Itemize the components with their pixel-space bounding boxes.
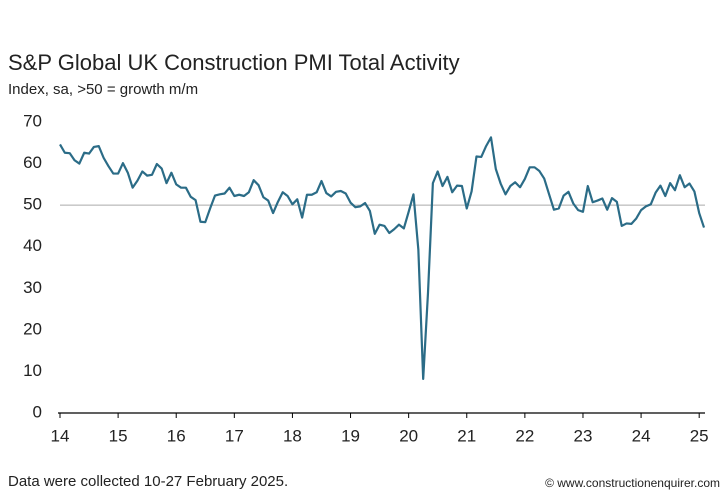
data-line xyxy=(59,136,706,381)
y-tick-label: 0 xyxy=(33,402,42,421)
x-tick-label: 23 xyxy=(574,426,593,445)
y-tick-label: 60 xyxy=(23,153,42,172)
y-tick-label: 10 xyxy=(23,361,42,380)
footnote: Data were collected 10-27 February 2025. xyxy=(8,473,288,490)
y-tick-label: 20 xyxy=(23,319,42,338)
y-tick-label: 70 xyxy=(23,111,42,130)
x-tick-label: 24 xyxy=(632,426,651,445)
y-tick-label: 30 xyxy=(23,278,42,297)
x-tick-label: 20 xyxy=(399,426,418,445)
x-tick-label: 14 xyxy=(51,426,70,445)
x-tick-label: 19 xyxy=(341,426,360,445)
x-tick-label: 22 xyxy=(515,426,534,445)
chart-subtitle: Index, sa, >50 = growth m/m xyxy=(8,81,198,98)
x-tick-label: 15 xyxy=(109,426,128,445)
x-tick-label: 16 xyxy=(167,426,186,445)
watermark: © www.constructionenquirer.com xyxy=(545,476,720,490)
x-tick-label: 18 xyxy=(283,426,302,445)
x-tick-label: 17 xyxy=(225,426,244,445)
y-tick-label: 50 xyxy=(23,195,42,214)
chart-title: S&P Global UK Construction PMI Total Act… xyxy=(8,50,460,75)
x-tick-label: 21 xyxy=(457,426,476,445)
y-tick-label: 40 xyxy=(23,236,42,255)
x-tick-label: 25 xyxy=(690,426,709,445)
